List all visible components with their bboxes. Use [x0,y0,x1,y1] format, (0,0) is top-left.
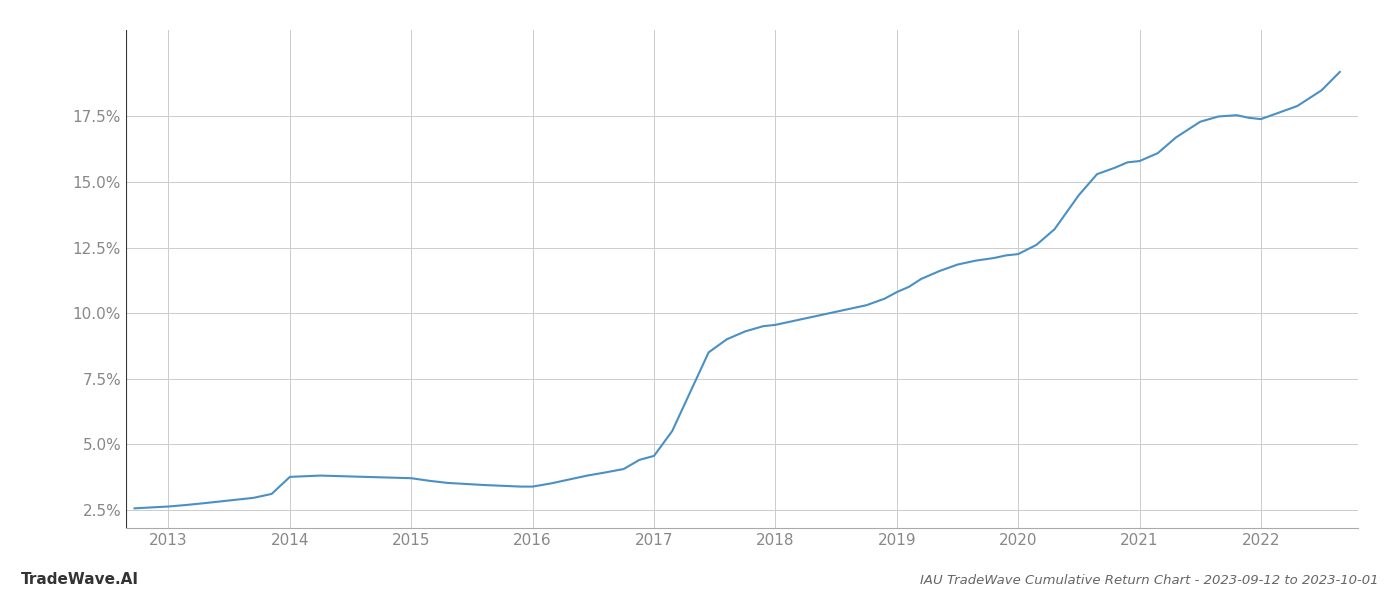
Text: IAU TradeWave Cumulative Return Chart - 2023-09-12 to 2023-10-01: IAU TradeWave Cumulative Return Chart - … [921,574,1379,587]
Text: TradeWave.AI: TradeWave.AI [21,572,139,587]
